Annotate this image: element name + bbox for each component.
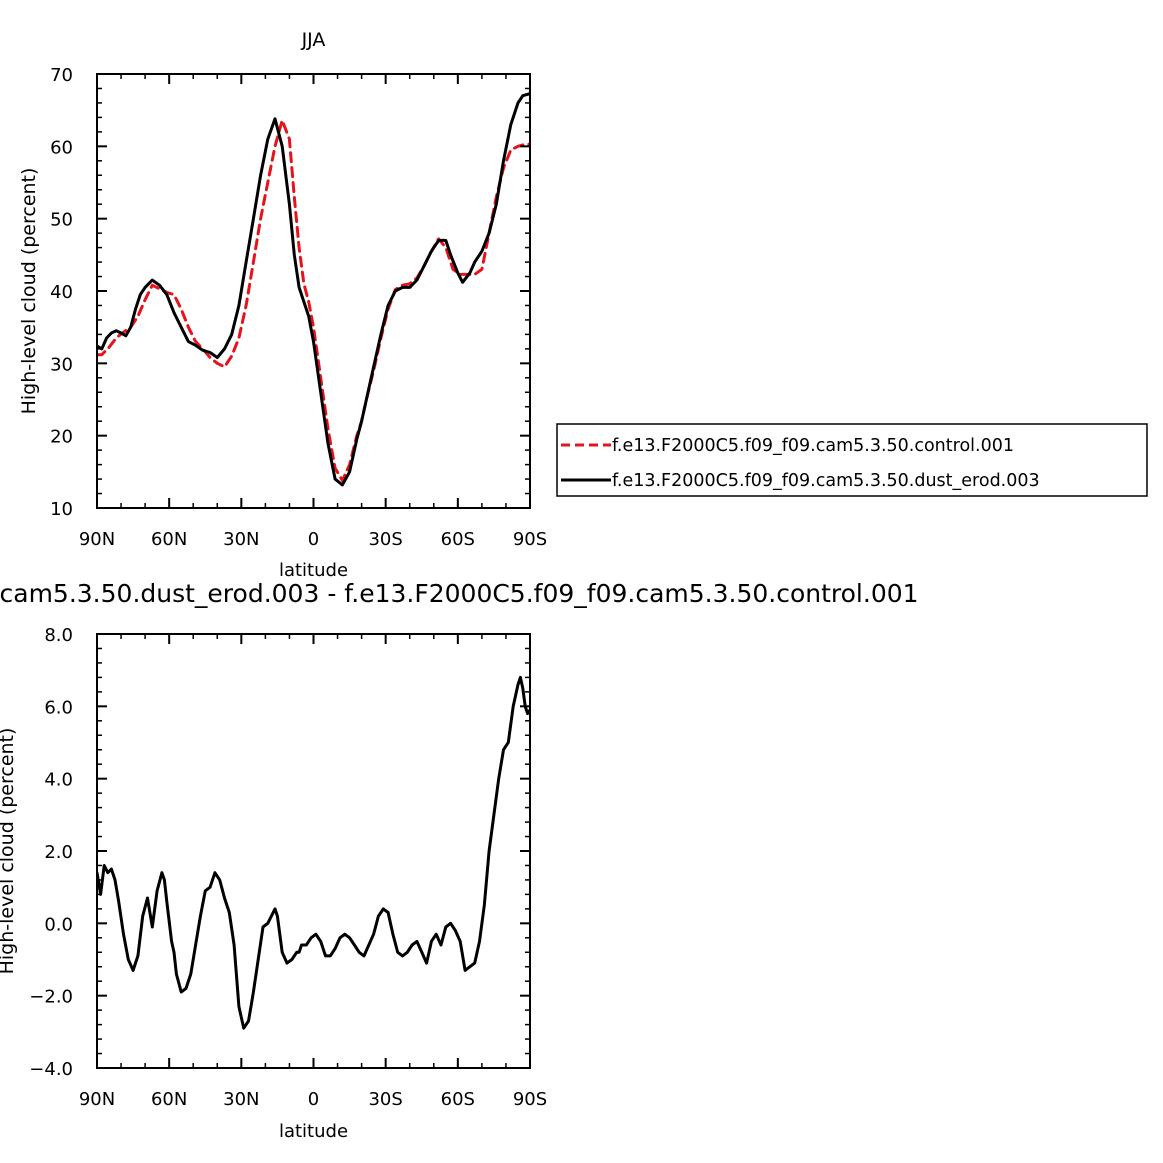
lower-series-line-0	[97, 675, 530, 1030]
lower-x-tick-label: 60N	[151, 1089, 187, 1110]
upper-x-tick-label: 30N	[223, 529, 259, 550]
upper-x-tick-label: 0	[308, 529, 319, 550]
legend-label-control: f.e13.F2000C5.f09_f09.cam5.3.50.control.…	[612, 436, 1014, 456]
lower-y-tick-label: −2.0	[29, 987, 73, 1008]
lower-chart-panel: f.e13.F2000C5.f09_f09.cam5.3.50.dust_ero…	[0, 579, 919, 1142]
upper-series-line-0	[97, 118, 530, 482]
lower-y-tick-label: 0.0	[44, 914, 73, 935]
lower-y-tick-label: 8.0	[44, 625, 73, 646]
upper-x-tick-label: 90N	[79, 529, 115, 550]
lower-y-axis-label: High-level cloud (percent)	[0, 728, 18, 975]
lower-plot-frame	[96, 633, 531, 1069]
lower-y-tick-label: 2.0	[44, 842, 73, 863]
upper-y-tick-label: 60	[50, 137, 73, 158]
lower-y-tick-label: 6.0	[44, 697, 73, 718]
upper-y-tick-label: 30	[50, 354, 73, 375]
lower-x-tick-label: 60S	[441, 1089, 475, 1110]
upper-x-tick-label: 60N	[151, 529, 187, 550]
upper-plot-frame	[96, 73, 531, 509]
lower-chart-title: f.e13.F2000C5.f09_f09.cam5.3.50.dust_ero…	[0, 579, 919, 608]
upper-y-tick-label: 20	[50, 427, 73, 448]
lower-y-tick-label: −4.0	[29, 1059, 73, 1080]
legend-box	[556, 423, 1148, 497]
upper-chart-panel: JJA 90N 60N 30N 0 30S 60S 90S 10 20 30 40 50 60 70 la…	[18, 29, 547, 581]
legend-label-dust-erod: f.e13.F2000C5.f09_f09.cam5.3.50.dust_ero…	[612, 471, 1040, 491]
upper-x-tick-label: 90S	[513, 529, 547, 550]
lower-x-tick-label: 30S	[368, 1089, 402, 1110]
upper-y-axis-label: High-level cloud (percent)	[18, 168, 40, 415]
lower-x-tick-label: 90N	[79, 1089, 115, 1110]
upper-y-tick-label: 40	[50, 282, 73, 303]
upper-series-line-1	[97, 92, 530, 487]
upper-y-tick-label: 50	[50, 210, 73, 231]
upper-y-tick-label: 70	[50, 65, 73, 86]
legend: f.e13.F2000C5.f09_f09.cam5.3.50.control.…	[556, 423, 1148, 497]
upper-x-axis-label: latitude	[279, 560, 348, 581]
lower-x-tick-label: 90S	[513, 1089, 547, 1110]
lower-x-tick-label: 0	[308, 1089, 319, 1110]
lower-x-tick-label: 30N	[223, 1089, 259, 1110]
lower-y-tick-label: 4.0	[44, 770, 73, 791]
upper-y-tick-label: 10	[50, 499, 73, 520]
upper-x-tick-label: 30S	[368, 529, 402, 550]
lower-x-axis-label: latitude	[279, 1121, 348, 1142]
upper-chart-title: JJA	[301, 29, 326, 51]
upper-x-tick-label: 60S	[441, 529, 475, 550]
